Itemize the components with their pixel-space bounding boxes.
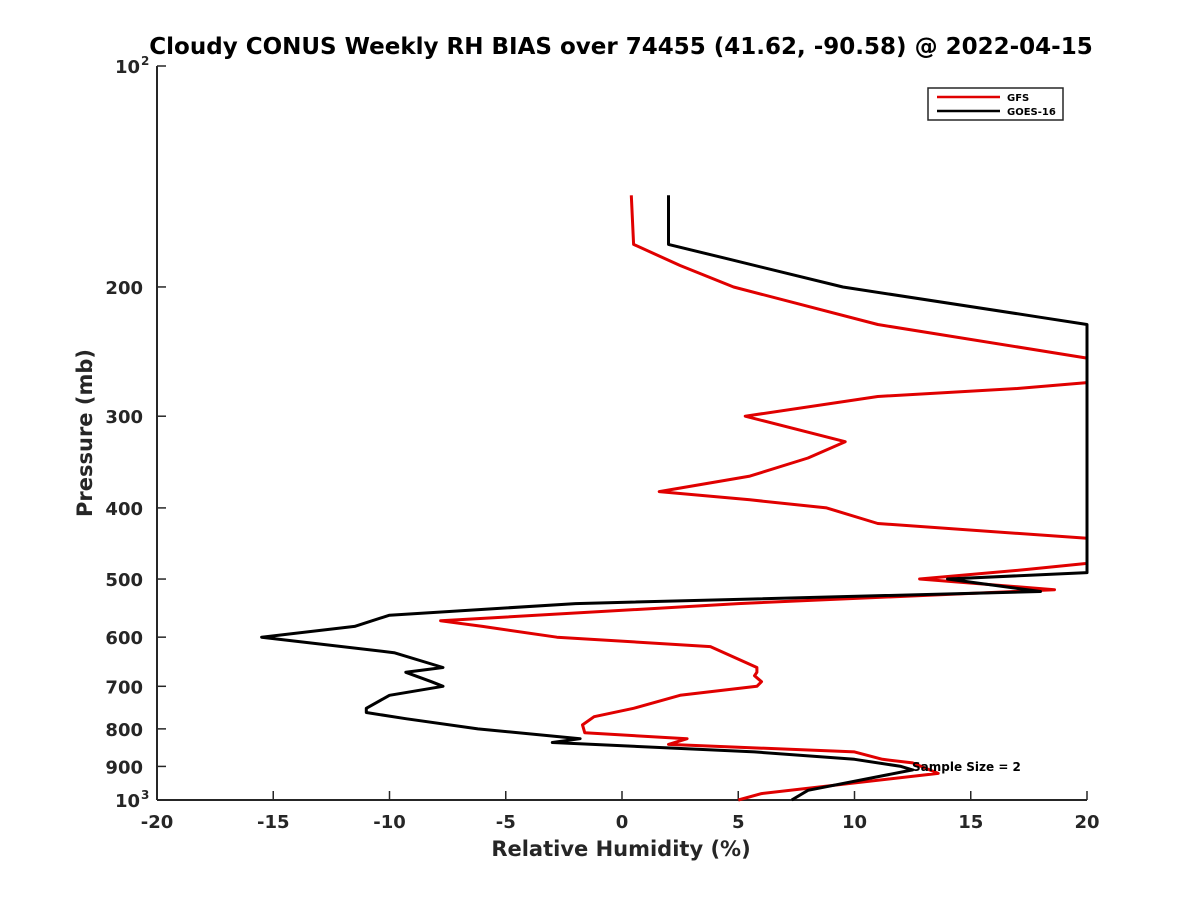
legend-label-goes16: GOES-16: [1007, 107, 1056, 118]
y-tick-label: 600: [105, 628, 143, 649]
y-tick-exponent: 3: [141, 788, 149, 802]
x-tick-label: 15: [958, 812, 983, 833]
series-line-gfs: [439, 195, 1089, 802]
y-tick-label: 500: [105, 570, 143, 591]
legend-label-gfs: GFS: [1007, 93, 1029, 104]
x-axis-label: Relative Humidity (%): [491, 837, 750, 861]
x-tick-label: 20: [1074, 812, 1099, 833]
y-tick-exponent: 2: [141, 54, 149, 68]
y-tick-label: 10: [115, 791, 140, 812]
x-tick-label: -5: [496, 812, 516, 833]
series-line-goes16: [260, 195, 1089, 802]
x-tick-label: -20: [141, 812, 174, 833]
chart-title: Cloudy CONUS Weekly RH BIAS over 74455 (…: [149, 34, 1092, 60]
x-tick-label: -15: [257, 812, 290, 833]
legend-box: [927, 87, 1064, 121]
y-tick-label: 800: [105, 720, 143, 741]
legend: GFS GOES-16: [927, 87, 1064, 121]
y-tick-label: 10: [115, 57, 140, 78]
series-layer: [260, 195, 1089, 802]
y-tick-label: 200: [105, 278, 143, 299]
x-tick-label: 10: [842, 812, 867, 833]
x-tick-label: 0: [616, 812, 629, 833]
sample-size-annotation: Sample Size = 2: [912, 760, 1021, 774]
y-tick-label: 900: [105, 757, 143, 778]
x-tick-label: -10: [373, 812, 406, 833]
x-axis-ticks: -20 -15 -10 -5 0 5 10 15 20: [141, 791, 1100, 833]
y-axis-label: Pressure (mb): [73, 349, 97, 517]
y-tick-label: 400: [105, 499, 143, 520]
y-tick-label: 700: [105, 677, 143, 698]
x-tick-label: 5: [732, 812, 745, 833]
y-tick-label: 300: [105, 407, 143, 428]
